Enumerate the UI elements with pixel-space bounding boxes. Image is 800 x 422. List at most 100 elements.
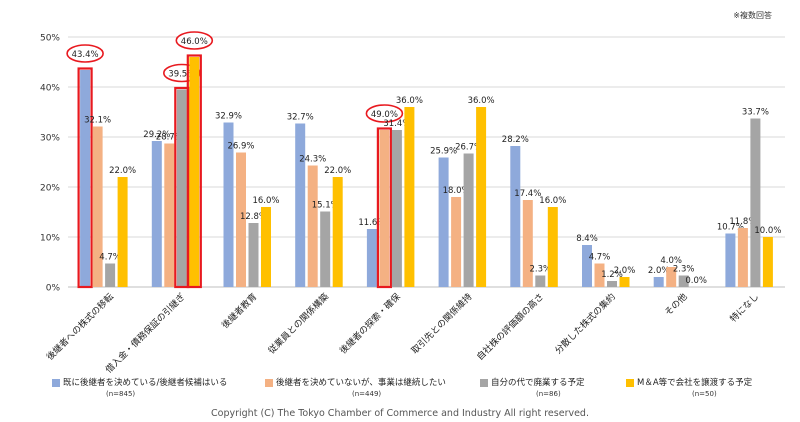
data-label: 2.0% (648, 266, 670, 276)
legend-swatch-series-4 (626, 378, 634, 387)
bar (594, 263, 605, 287)
legend-n-series-4: (n=50) (692, 390, 717, 398)
x-category-label: 借入金・債務保証の引継ぎ (103, 291, 188, 376)
bar (332, 177, 343, 287)
data-label: 25.9% (430, 147, 457, 157)
data-label: 28.7% (156, 133, 183, 143)
data-label: 1.2% (601, 270, 623, 280)
bar (463, 153, 474, 287)
data-label: 2.3% (673, 265, 695, 275)
data-label: 22.0% (324, 166, 351, 176)
data-label: 39.5% (168, 70, 195, 80)
data-label: 10.7% (717, 223, 744, 233)
data-label: 33.7% (742, 108, 769, 118)
bar (535, 275, 546, 287)
data-label: 0.0% (685, 276, 707, 286)
x-category-label: 取引先との関係維持 (409, 291, 475, 357)
x-category-label: 後継者への株式の移転 (44, 291, 116, 363)
bar (404, 107, 415, 287)
highlight-box (186, 54, 202, 289)
bar (189, 57, 200, 287)
data-label: 43.4% (72, 50, 99, 60)
bar (653, 277, 664, 287)
legend-n-series-3: (n=86) (536, 390, 561, 398)
highlight-ellipse (365, 104, 404, 123)
data-label: 46.0% (181, 37, 208, 47)
bar (164, 143, 175, 287)
bar (391, 130, 402, 287)
chart-legend: 既に後継者を決めている/後継者候補はいる (n=845) 後継者を決めていないが… (0, 376, 800, 406)
highlight-box (376, 127, 392, 289)
x-category-label: 特になし (727, 291, 761, 325)
bar (117, 177, 128, 287)
bar (379, 130, 390, 287)
data-label: 4.7% (99, 253, 121, 263)
bar (92, 126, 103, 287)
highlight-ellipse (175, 31, 214, 50)
bar (307, 165, 318, 287)
data-label: 22.0% (109, 166, 136, 176)
x-category-label: 後継者の探索・確保 (337, 291, 403, 357)
data-label: 32.1% (84, 116, 111, 126)
bar (582, 245, 592, 287)
data-label: 4.0% (660, 256, 682, 266)
highlight-ellipse (66, 44, 104, 63)
bar (80, 70, 91, 287)
data-label: 2.0% (614, 266, 636, 276)
x-category-label: 従業員との関係構築 (265, 291, 331, 357)
bar (678, 275, 689, 287)
legend-label-series-2: 後継者を決めていないが、事業は継続したい (276, 378, 446, 388)
legend-item-series-2: 後継者を決めていないが、事業は継続したい (265, 376, 446, 388)
legend-swatch-series-1 (52, 378, 60, 387)
bar (248, 223, 259, 287)
data-label: 28.2% (502, 135, 529, 145)
bar (438, 157, 449, 287)
bar (366, 229, 377, 287)
data-label: 16.0% (539, 196, 566, 206)
data-label: 2.3% (529, 265, 551, 275)
data-label: 49.0% (371, 110, 398, 120)
legend-n-series-1: (n=845) (106, 390, 136, 398)
bar (261, 207, 271, 287)
data-label: 26.7% (455, 143, 482, 153)
data-label: 18.0% (443, 186, 470, 196)
data-label: 32.7% (287, 113, 314, 123)
x-category-label: 自社株の評価額の高さ (474, 291, 546, 363)
bar (105, 263, 116, 287)
legend-label-series-1: 既に後継者を決めている/後継者候補はいる (63, 378, 228, 388)
data-label: 4.7% (589, 253, 611, 263)
data-label: 32.9% (215, 112, 242, 122)
copyright-text: Copyright (C) The Tokyo Chamber of Comme… (211, 408, 589, 419)
bar (236, 152, 246, 287)
data-label: 16.0% (252, 196, 279, 206)
bar (737, 228, 748, 287)
data-label: 26.9% (227, 142, 254, 152)
data-label: 24.3% (299, 155, 326, 165)
bar (510, 146, 521, 287)
bar (476, 107, 487, 287)
bar (151, 141, 162, 287)
data-label: 29.2% (143, 130, 170, 140)
bar (619, 277, 630, 287)
bar (522, 200, 533, 287)
x-category-label: その他 (662, 291, 690, 319)
bar (762, 237, 773, 287)
legend-swatch-series-2 (265, 378, 273, 387)
legend-n-series-2: (n=449) (352, 390, 382, 398)
y-tick-label: 10% (40, 234, 60, 244)
multiple-answers-note: ※複数回答 (733, 11, 772, 20)
data-label: 15.1% (312, 201, 339, 211)
legend-item-series-4: M＆A等で会社を譲渡する予定 (626, 376, 752, 388)
bar (451, 197, 462, 287)
bar (750, 118, 761, 287)
data-label: 36.0% (396, 96, 423, 106)
data-label: 10.0% (754, 226, 781, 236)
legend-label-series-3: 自分の代で廃業する予定 (491, 378, 585, 388)
data-label: 31.4% (383, 119, 410, 129)
data-label: 11.6% (358, 218, 385, 228)
data-label: 8.4% (576, 234, 598, 244)
legend-swatch-series-3 (480, 378, 488, 387)
legend-item-series-1: 既に後継者を決めている/後継者候補はいる (52, 376, 227, 388)
highlight-box (77, 67, 93, 289)
